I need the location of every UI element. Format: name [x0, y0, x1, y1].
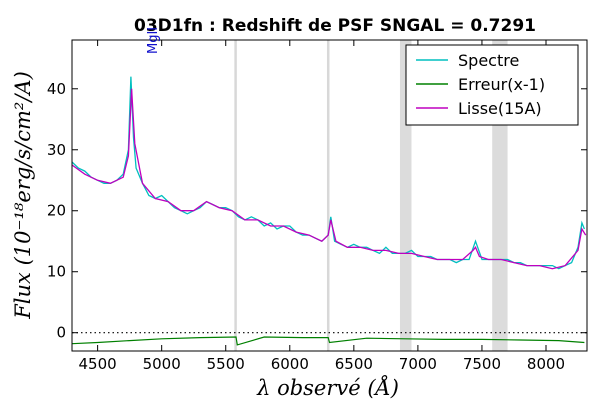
x-tick-label: 5500: [207, 355, 245, 373]
series-line-erreur: [71, 336, 585, 346]
series-layer: [71, 76, 587, 346]
x-axis-label: λ observé (Å): [256, 375, 399, 400]
y-axis: 0 10 20 30 40: [47, 80, 587, 342]
y-tick-label: 10: [47, 263, 66, 281]
y-tick-label: 30: [47, 141, 66, 159]
y-tick-label: 20: [47, 202, 66, 220]
x-axis: 4500 5000 5500 6000 6500 7000 7500 8000: [79, 40, 565, 373]
y-tick-label: 0: [56, 324, 66, 342]
legend-label-lisse: Lisse(15A): [458, 99, 542, 118]
x-tick-label: 6500: [335, 355, 373, 373]
shaded-band-0: [399, 40, 412, 351]
line-annotation: MgII: [146, 27, 161, 54]
y-tick-label: 40: [47, 80, 66, 98]
legend: Spectre Erreur(x-1) Lisse(15A): [405, 44, 579, 126]
annotations: MgII: [146, 27, 161, 54]
sky-lines: [234, 40, 330, 351]
x-tick-label: 4500: [79, 355, 117, 373]
series-line-lisse: [71, 88, 587, 270]
chart-title: 03D1fn : Redshift de PSF SNGAL = 0.7291: [134, 16, 536, 36]
x-tick-label: 8000: [527, 355, 565, 373]
legend-label-erreur: Erreur(x-1): [458, 75, 545, 94]
x-tick-label: 6000: [271, 355, 309, 373]
y-axis-label: Flux (10⁻¹⁸erg/s/cm²/A): [11, 71, 35, 320]
legend-label-spectre: Spectre: [458, 51, 519, 70]
plot-frame: [71, 39, 588, 352]
x-tick-label: 5000: [143, 355, 181, 373]
legend-box: [405, 44, 579, 126]
x-tick-label: 7500: [463, 355, 501, 373]
x-tick-label: 7000: [399, 355, 437, 373]
